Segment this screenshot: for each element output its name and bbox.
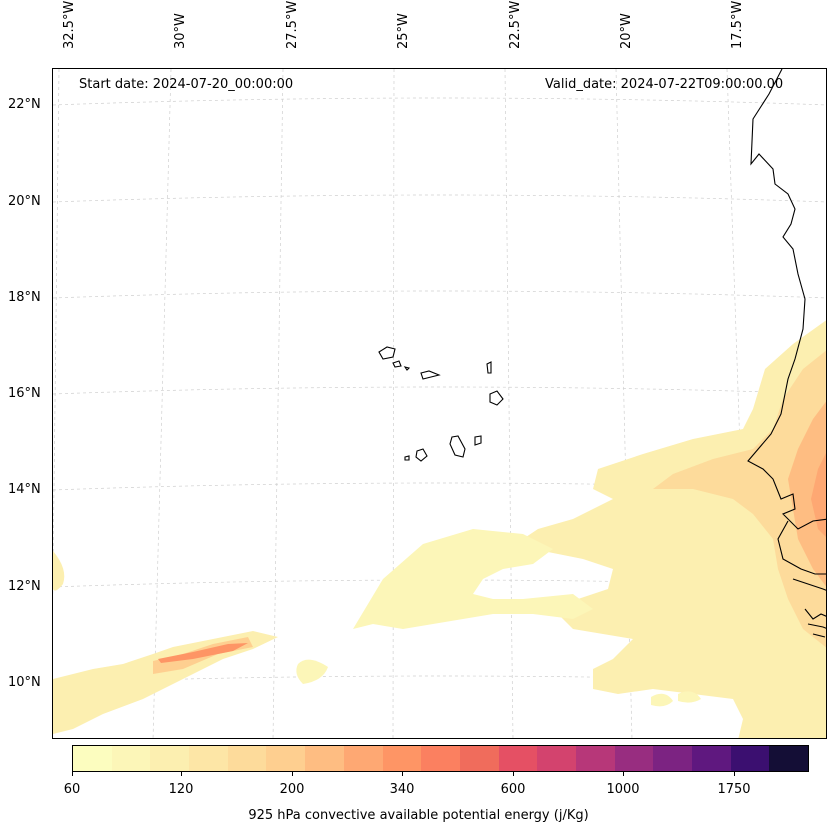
colorbar-tickmark xyxy=(402,771,403,776)
colorbar-segment xyxy=(343,746,383,771)
gridline-lat xyxy=(53,194,826,203)
lat-label-10N: 10°N xyxy=(8,675,41,690)
colorbar-tickmark xyxy=(734,771,735,776)
island-brava xyxy=(404,455,410,461)
lat-label-18N: 18°N xyxy=(8,290,41,305)
lon-label-17.5W: 17.5°W xyxy=(730,0,745,49)
lat-label-22N: 22°N xyxy=(8,97,41,112)
colorbar-segment xyxy=(730,746,770,771)
cape-region-west-edge xyxy=(53,551,65,591)
colorbar xyxy=(72,745,809,772)
island-santa-luzia xyxy=(403,366,411,371)
colorbar-segment xyxy=(382,746,422,771)
colorbar-segment xyxy=(227,746,267,771)
colorbar-segment xyxy=(614,746,654,771)
island-maio xyxy=(474,435,482,446)
lon-label-30W: 30°W xyxy=(173,13,188,49)
colorbar-segment xyxy=(692,746,731,771)
coastline xyxy=(747,69,826,638)
africa-coastline xyxy=(747,69,826,530)
africa-coastline-south xyxy=(777,520,826,575)
cape-blob-small xyxy=(296,659,328,684)
island-sao-vicente xyxy=(392,360,402,368)
start-date-label: Start date: 2024-07-20_00:00:00 xyxy=(79,77,294,92)
gridline-lat xyxy=(53,290,826,299)
cape-region-central xyxy=(353,529,593,629)
colorbar-tick-label: 340 xyxy=(389,782,415,797)
gridline-lon xyxy=(53,69,60,602)
island-sao-nicolau xyxy=(420,370,441,380)
cape-region-west-core xyxy=(158,643,248,663)
island-santiago xyxy=(449,435,466,458)
africa-coastline-south xyxy=(792,578,826,591)
cape-verde-islands xyxy=(378,346,504,462)
colorbar-segment xyxy=(305,746,344,771)
gridline-lon xyxy=(504,69,514,738)
colorbar-segment xyxy=(421,746,460,771)
colorbar-label: 925 hPa convective available potential e… xyxy=(248,808,589,823)
colorbar-segment xyxy=(266,746,306,771)
africa-coastline-islands xyxy=(807,623,826,638)
cape-region-west xyxy=(53,631,278,734)
gridline-lat xyxy=(53,386,826,395)
lon-label-27.5W: 27.5°W xyxy=(285,0,300,49)
africa-coastline-south xyxy=(804,608,826,620)
colorbar-tick-label: 200 xyxy=(279,782,305,797)
colorbar-segment xyxy=(459,746,499,771)
colorbar-segment xyxy=(498,746,538,771)
island-santo-antao xyxy=(378,346,396,360)
lon-label-32.5W: 32.5°W xyxy=(62,0,77,49)
gridline-lon xyxy=(152,69,172,738)
island-fogo xyxy=(415,448,428,462)
gridline-lon xyxy=(272,69,284,738)
colorbar-segment xyxy=(653,746,692,771)
map-frame[interactable] xyxy=(52,68,827,739)
colorbar-tick-label: 1000 xyxy=(606,782,640,797)
colorbar-segment xyxy=(189,746,228,771)
lat-label-16N: 16°N xyxy=(8,386,41,401)
lon-label-22.5W: 22.5°W xyxy=(508,0,523,49)
colorbar-tick-label: 600 xyxy=(500,782,526,797)
lat-label-14N: 14°N xyxy=(8,482,41,497)
lat-label-20N: 20°N xyxy=(8,194,41,209)
gridline-lon xyxy=(615,69,633,738)
valid-date-label: Valid_date: 2024-07-22T09:00:00.00 xyxy=(545,77,784,92)
colorbar-segment xyxy=(150,746,190,771)
colorbar-tick-label: 120 xyxy=(168,782,194,797)
map-canvas xyxy=(53,69,826,738)
colorbar-segment xyxy=(537,746,576,771)
colorbar-segment xyxy=(575,746,615,771)
colorbar-tickmark xyxy=(72,771,73,776)
colorbar-tickmark xyxy=(181,771,182,776)
gridline-lat xyxy=(53,97,826,106)
cape-region-east-peak xyxy=(811,453,826,537)
lat-label-12N: 12°N xyxy=(8,579,41,594)
island-sal xyxy=(486,361,492,374)
gridline-lat xyxy=(53,579,826,588)
colorbar-tickmark xyxy=(292,771,293,776)
cape-region-east-core xyxy=(788,401,826,587)
colorbar-segment xyxy=(769,746,809,771)
colorbar-tickmark xyxy=(623,771,624,776)
cape-blob-small xyxy=(651,693,673,707)
cape-region-east xyxy=(523,320,826,738)
colorbar-segment xyxy=(73,746,112,771)
lon-label-25W: 25°W xyxy=(396,13,411,49)
lon-label-20W: 20°W xyxy=(619,13,634,49)
cape-blob-small xyxy=(678,691,701,703)
cape-field xyxy=(53,320,826,738)
colorbar-tick-label: 1750 xyxy=(717,782,751,797)
colorbar-segment xyxy=(111,746,151,771)
colorbar-tick-label: 60 xyxy=(63,782,81,797)
gridline-lat xyxy=(53,482,826,491)
island-boa-vista xyxy=(489,390,504,406)
cape-region-east-inner xyxy=(653,350,826,648)
gridline-lon xyxy=(392,69,395,738)
colorbar-tickmark xyxy=(513,771,514,776)
